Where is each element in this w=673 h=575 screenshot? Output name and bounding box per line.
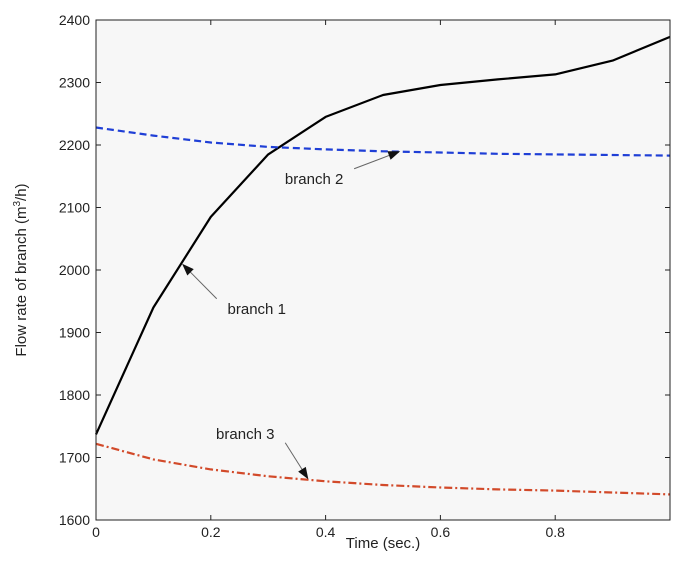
y-tick-label: 1700 bbox=[59, 450, 90, 466]
annotation-label: branch 1 bbox=[228, 301, 286, 318]
x-axis-title: Time (sec.) bbox=[346, 535, 420, 552]
annotation: branch 2 bbox=[285, 151, 401, 188]
annotation-arrow-head bbox=[298, 466, 309, 480]
annotation-arrow-shaft bbox=[284, 442, 305, 473]
y-axis-title-suffix: /h) bbox=[13, 183, 30, 201]
y-tick-label: 2300 bbox=[59, 75, 90, 91]
annotation-label: branch 3 bbox=[216, 426, 274, 443]
series-layer bbox=[94, 35, 671, 496]
annotation-arrow-shaft bbox=[187, 269, 218, 300]
y-tick-label: 2200 bbox=[59, 137, 90, 153]
annotation-label: branch 2 bbox=[285, 171, 343, 188]
x-tick-label: 0.2 bbox=[201, 524, 221, 540]
y-tick-label: 1600 bbox=[59, 512, 90, 528]
annotation: branch 3 bbox=[216, 426, 309, 480]
y-axis-title: Flow rate of branch (m3/h) bbox=[12, 183, 30, 356]
x-tick-label: 0 bbox=[92, 524, 100, 540]
x-tick-label: 0.6 bbox=[431, 524, 451, 540]
y-tick-label: 1900 bbox=[59, 325, 90, 341]
annotation-arrow-head bbox=[182, 263, 194, 276]
y-axis-title-superscript: 3 bbox=[12, 201, 23, 207]
tick-layer: 1600 1700 1800 1900 2000 2100 2200 2300 2400 0 0.2… bbox=[59, 12, 670, 540]
annotation-arrow-head bbox=[387, 151, 401, 160]
x-tick-label: 0.8 bbox=[545, 524, 565, 540]
annotation-layer: branch 1 branch 2 branch 3 bbox=[182, 151, 401, 480]
annotation-arrow-shaft bbox=[353, 153, 393, 170]
series-line bbox=[95, 126, 671, 157]
y-axis-title-prefix: Flow rate of branch (m bbox=[13, 207, 30, 357]
y-tick-label: 2100 bbox=[59, 200, 90, 216]
y-tick-label: 1800 bbox=[59, 387, 90, 403]
y-tick-label: 2400 bbox=[59, 12, 90, 28]
x-tick-label: 0.4 bbox=[316, 524, 336, 540]
annotation: branch 1 bbox=[182, 263, 286, 318]
y-tick-label: 2000 bbox=[59, 262, 90, 278]
